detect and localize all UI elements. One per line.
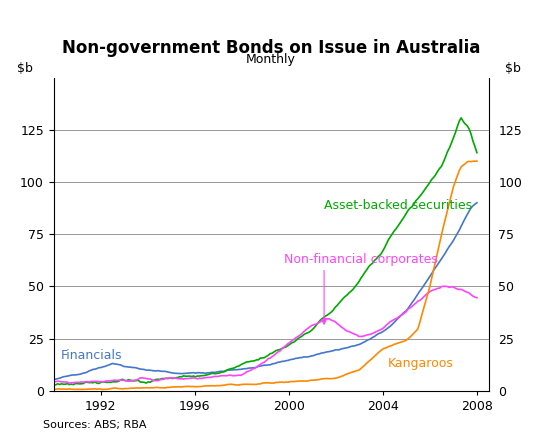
Text: $b: $b [17,62,33,75]
Text: Sources: ABS; RBA: Sources: ABS; RBA [43,420,147,430]
Text: Non-financial corporates: Non-financial corporates [284,253,438,266]
Title: Non-government Bonds on Issue in Australia: Non-government Bonds on Issue in Austral… [62,39,481,57]
Text: Monthly: Monthly [246,53,296,66]
Text: Asset-backed securities: Asset-backed securities [324,199,472,212]
Text: Financials: Financials [61,349,122,362]
Text: $b: $b [505,62,521,75]
Text: Kangaroos: Kangaroos [388,357,453,370]
